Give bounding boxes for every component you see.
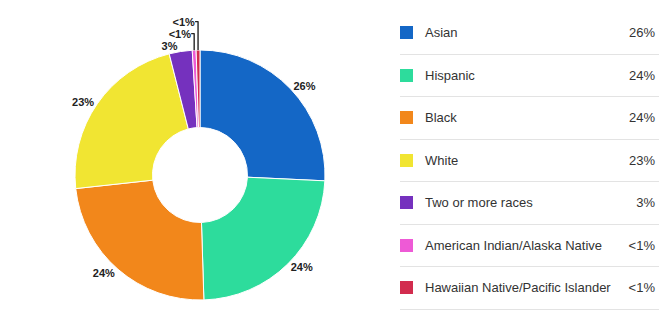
html-text:<1%: <1% bbox=[628, 237, 655, 253]
html-text:Hawaiian Native/Pacific Island: Hawaiian Native/Pacific Islander bbox=[425, 280, 611, 296]
svg-text:<1%: <1% bbox=[173, 16, 196, 28]
svg-text:<1%: <1% bbox=[169, 28, 192, 40]
svg-text:3%: 3% bbox=[162, 40, 178, 52]
html-text:Black: Black bbox=[425, 110, 457, 126]
svg-text:24%: 24% bbox=[93, 267, 115, 279]
html-text:<1%: <1% bbox=[628, 280, 655, 296]
html-text:Hispanic: Hispanic bbox=[425, 67, 475, 83]
html-text:Two or more races: Two or more races bbox=[425, 195, 533, 211]
svg-text:24%: 24% bbox=[291, 261, 313, 273]
html-text:American Indian/Alaska Native: American Indian/Alaska Native bbox=[425, 237, 602, 253]
html-text:Asian: Asian bbox=[425, 25, 458, 41]
svg-text:23%: 23% bbox=[72, 96, 94, 108]
html-text:3%: 3% bbox=[636, 195, 655, 211]
svg-text:26%: 26% bbox=[293, 80, 315, 92]
html-text:26%: 26% bbox=[629, 25, 655, 41]
html-text:White: White bbox=[425, 152, 459, 168]
html-text:24%: 24% bbox=[629, 67, 655, 83]
html-text:24%: 24% bbox=[629, 110, 655, 126]
html-text:23%: 23% bbox=[629, 152, 655, 168]
